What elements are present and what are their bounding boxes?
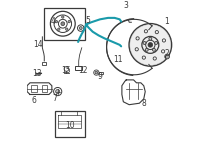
Circle shape <box>145 48 148 51</box>
Circle shape <box>58 28 60 30</box>
Text: 8: 8 <box>141 99 146 108</box>
Circle shape <box>79 27 82 30</box>
Circle shape <box>165 54 169 59</box>
Circle shape <box>152 48 155 51</box>
Circle shape <box>95 71 98 74</box>
Bar <box>42 85 47 92</box>
Text: 15: 15 <box>61 66 71 75</box>
Bar <box>75 66 82 70</box>
Text: 11: 11 <box>113 55 123 64</box>
Text: 14: 14 <box>33 40 43 49</box>
Text: 5: 5 <box>85 16 90 25</box>
Text: 2: 2 <box>164 49 169 58</box>
Text: 9: 9 <box>98 72 102 81</box>
Circle shape <box>68 20 70 23</box>
Circle shape <box>143 41 146 44</box>
Circle shape <box>61 22 65 26</box>
Text: 1: 1 <box>164 17 169 26</box>
Text: 3: 3 <box>124 1 129 10</box>
Bar <box>42 62 46 65</box>
Circle shape <box>56 90 60 94</box>
Circle shape <box>66 28 68 30</box>
Text: 7: 7 <box>52 94 57 103</box>
Circle shape <box>148 42 153 47</box>
Circle shape <box>155 41 158 44</box>
Text: 4: 4 <box>50 17 55 26</box>
Text: 12: 12 <box>78 66 88 75</box>
Bar <box>55 111 85 137</box>
Circle shape <box>149 37 152 40</box>
Circle shape <box>62 16 64 18</box>
Text: 6: 6 <box>31 96 36 105</box>
Bar <box>44 8 85 40</box>
Bar <box>99 72 103 74</box>
Circle shape <box>130 24 171 65</box>
Text: 10: 10 <box>65 121 75 130</box>
Circle shape <box>55 20 58 23</box>
Bar <box>31 85 37 92</box>
Text: 13: 13 <box>32 69 41 78</box>
